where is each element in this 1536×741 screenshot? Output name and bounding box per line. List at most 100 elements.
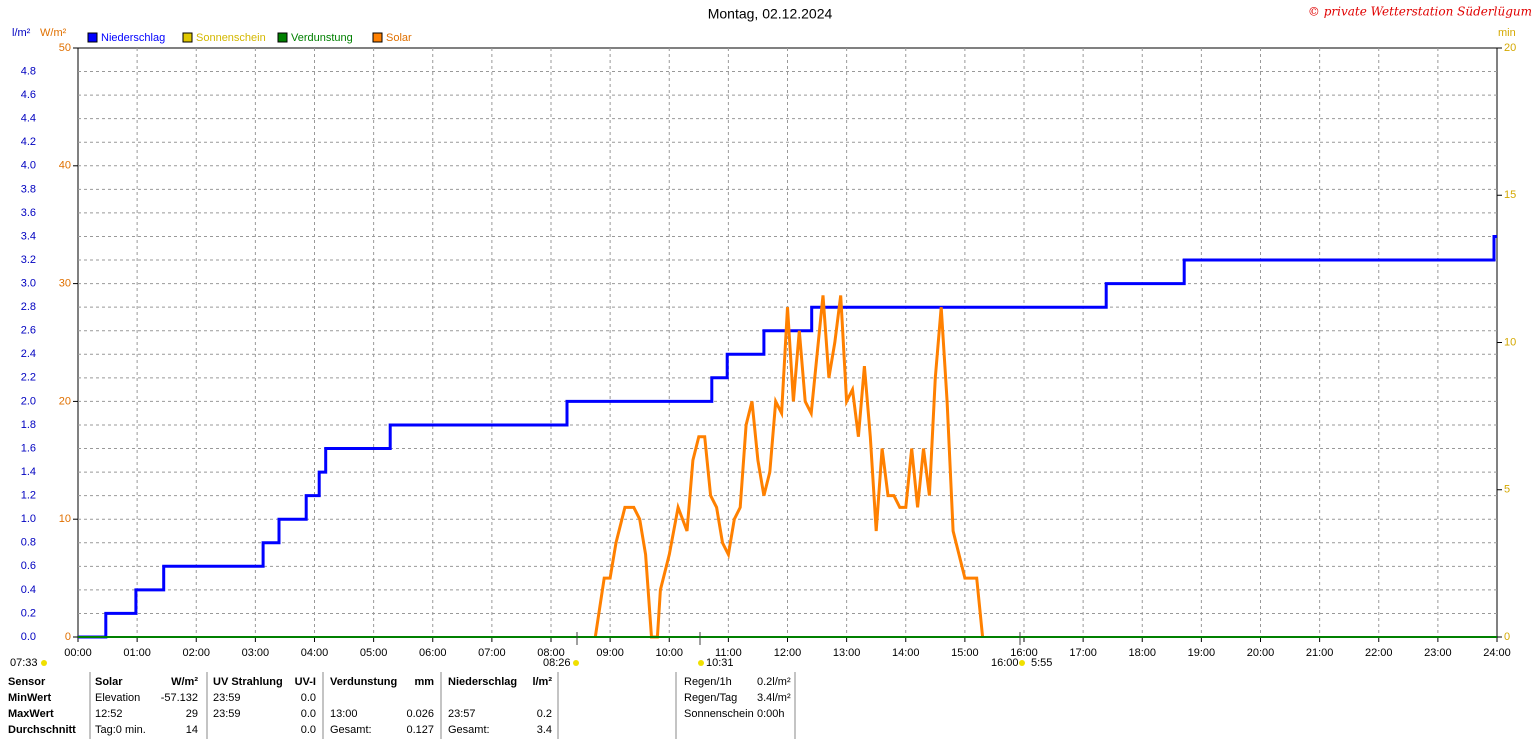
y-tick-label: 1.4 (21, 466, 36, 478)
sun-annotation: 07:33 (10, 657, 38, 669)
summary-value: 0.2l/m² (757, 676, 791, 688)
table-cell: 13:00 (330, 708, 358, 720)
table-row-label: MinWert (8, 692, 52, 704)
y2-unit: W/m² (40, 27, 67, 39)
y-tick-label: 2.4 (21, 348, 36, 360)
table-cell: -57.132 (161, 692, 198, 704)
sun-marker (698, 660, 704, 666)
legend-label: Solar (386, 32, 412, 44)
chart-title: Montag, 02.12.2024 (708, 6, 833, 22)
x-tick-label: 02:00 (182, 647, 210, 659)
y-tick-label: 4.8 (21, 65, 36, 77)
table-cell: 3.4 (537, 724, 552, 736)
y-tick-label: 3.6 (21, 207, 36, 219)
y-unit: l/m² (12, 27, 31, 39)
y2-tick-label: 50 (59, 42, 71, 54)
table-cell: Elevation (95, 692, 140, 704)
series-line (593, 295, 985, 639)
x-tick-label: 08:00 (537, 647, 565, 659)
sun-annotation: 16:00 (991, 657, 1019, 669)
y2-tick-label: 20 (59, 395, 71, 407)
y3-tick-label: 15 (1504, 189, 1516, 201)
table-header: Niederschlag (448, 676, 517, 688)
x-tick-label: 11:00 (715, 647, 742, 659)
x-tick-label: 06:00 (419, 647, 447, 659)
table-cell: 23:59 (213, 708, 241, 720)
y-tick-label: 3.4 (21, 230, 36, 242)
x-tick-label: 15:00 (951, 647, 979, 659)
x-tick-label: 07:00 (478, 647, 506, 659)
y2-tick-label: 10 (59, 513, 71, 525)
y-tick-label: 1.8 (21, 419, 36, 431)
table-cell: Tag:0 min. (95, 724, 146, 736)
table-header: Solar (95, 676, 123, 688)
x-tick-label: 01:00 (123, 647, 151, 659)
y-tick-label: 3.0 (21, 278, 36, 290)
table-cell: 29 (186, 708, 198, 720)
table-cell: Gesamt: (330, 724, 372, 736)
x-tick-label: 22:00 (1365, 647, 1393, 659)
table-cell: Gesamt: (448, 724, 490, 736)
y2-tick-label: 0 (65, 631, 71, 643)
summary-value: 0:00h (757, 708, 785, 720)
table-row-label: Sensor (8, 676, 46, 688)
copyright: © private Wetterstation Süderlügum (1308, 5, 1532, 19)
table-cell: 0.2 (537, 708, 552, 720)
table-header: l/m² (532, 676, 552, 688)
y-tick-label: 1.2 (21, 490, 36, 502)
legend-swatch (277, 32, 288, 43)
table-cell: 0.0 (301, 708, 316, 720)
table-row-label: Durchschnitt (8, 724, 76, 736)
table-cell: 12:52 (95, 708, 123, 720)
x-tick-label: 24:00 (1483, 647, 1511, 659)
y-tick-label: 4.0 (21, 160, 36, 172)
y-tick-label: 4.4 (21, 113, 36, 125)
y-tick-label: 3.2 (21, 254, 36, 266)
summary-label: Regen/1h (684, 676, 732, 688)
table-header: W/m² (171, 676, 198, 688)
y2-tick-label: 30 (59, 278, 71, 290)
sun-marker (1019, 660, 1025, 666)
y-tick-label: 4.6 (21, 89, 36, 101)
legend-swatch (87, 32, 98, 43)
table-row-label: MaxWert (8, 708, 54, 720)
x-tick-label: 04:00 (301, 647, 329, 659)
sun-annotation: 10:31 (706, 657, 734, 669)
legend-label: Verdunstung (291, 32, 353, 44)
x-tick-label: 16:00 (1010, 647, 1038, 659)
x-tick-label: 00:00 (64, 647, 92, 659)
table-cell: 14 (186, 724, 198, 736)
y-tick-label: 0.4 (21, 584, 36, 596)
summary-label: Regen/Tag (684, 692, 737, 704)
x-tick-label: 20:00 (1247, 647, 1275, 659)
x-tick-label: 03:00 (242, 647, 270, 659)
table-header: Verdunstung (330, 676, 397, 688)
y-tick-label: 0.2 (21, 607, 36, 619)
x-tick-label: 18:00 (1128, 647, 1156, 659)
table-header: UV-I (295, 676, 316, 688)
y3-tick-label: 10 (1504, 336, 1516, 348)
y-tick-label: 2.2 (21, 372, 36, 384)
table-cell: 0.026 (406, 708, 434, 720)
y-tick-label: 3.8 (21, 183, 36, 195)
x-tick-label: 19:00 (1188, 647, 1216, 659)
y-tick-label: 4.2 (21, 136, 36, 148)
legend-swatch (182, 32, 193, 43)
summary-label: Sonnenschein (684, 708, 754, 720)
summary-value: 3.4l/m² (757, 692, 791, 704)
y-tick-label: 0.6 (21, 560, 36, 572)
table-header: mm (414, 676, 434, 688)
x-tick-label: 17:00 (1069, 647, 1097, 659)
x-tick-label: 21:00 (1306, 647, 1334, 659)
y-tick-label: 0.8 (21, 537, 36, 549)
y3-tick-label: 5 (1504, 484, 1510, 496)
table-cell: 0.0 (301, 724, 316, 736)
sun-annotation: 5:55 (1031, 657, 1052, 669)
table-lines (89, 672, 796, 739)
table-cell: 0.127 (406, 724, 434, 736)
x-tick-label: 09:00 (596, 647, 624, 659)
y-tick-label: 1.6 (21, 442, 36, 454)
table-cell: 23:57 (448, 708, 476, 720)
legend-label: Sonnenschein (196, 32, 266, 44)
